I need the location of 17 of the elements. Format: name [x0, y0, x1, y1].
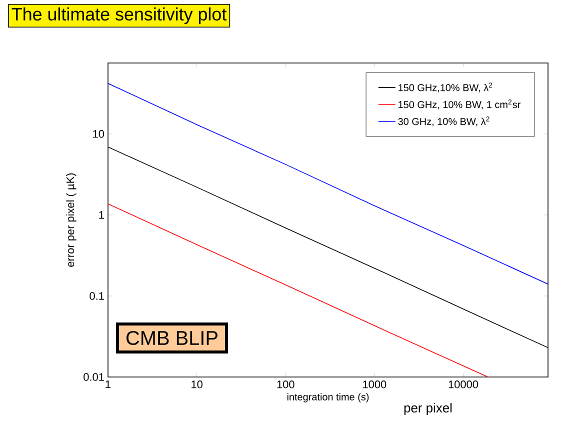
- y-tick-label: 0.01: [84, 373, 104, 381]
- legend-label: 30 GHz, 10% BW, λ$^{2}$: [398, 116, 490, 126]
- x-tick-label: 100: [277, 380, 294, 388]
- x-tick-label: 1: [106, 380, 111, 388]
- y-axis-title: error per pixel ( µK): [66, 173, 76, 267]
- y-tick-label: 0.1: [90, 292, 104, 300]
- chart-title: The ultimate sensitivity plot: [12, 7, 227, 24]
- x-tick-label: 10: [192, 380, 202, 388]
- y-tick-label: 10: [93, 130, 104, 138]
- text: per pixel: [404, 402, 452, 416]
- legend-label: 150 GHz, 10% BW, 1 cm$^{2}$sr: [398, 100, 521, 110]
- y-tick-label: 1: [99, 211, 104, 219]
- legend-label: 150 GHz,10% BW, λ$^{2}$: [398, 82, 492, 92]
- x-tick-label: 10000: [448, 380, 478, 388]
- x-tick-label: 1000: [363, 380, 386, 388]
- x-axis-title: integration time (s): [287, 393, 369, 402]
- annotation: CMB BLIP: [126, 330, 218, 346]
